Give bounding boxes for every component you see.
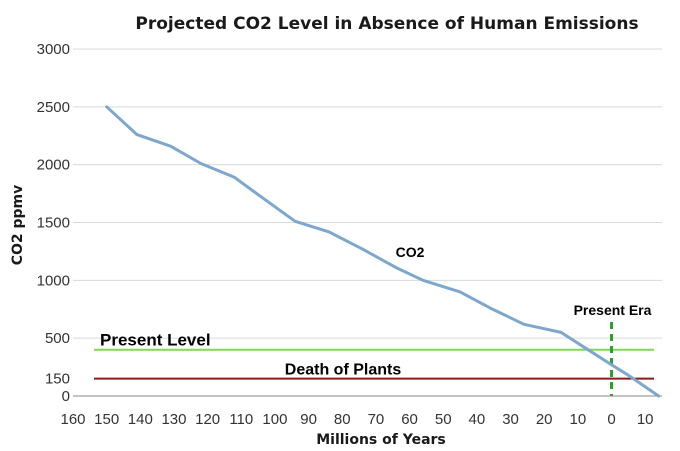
x-tick-label: 70 [368, 411, 385, 428]
x-tick-label: 20 [536, 411, 553, 428]
x-tick-label: 10 [570, 411, 587, 428]
x-tick-label: 90 [300, 411, 317, 428]
x-axis-ticks: 160 150 140 130 120 110 100 90 80 70 60 50 40 30 20 10 0… [60, 411, 653, 428]
x-tick-label: 80 [334, 411, 351, 428]
co2-series-label: CO2 [396, 244, 425, 260]
chart-title: Projected CO2 Level in Absence of Human … [135, 14, 638, 34]
x-axis-label: Millions of Years [316, 432, 446, 448]
x-tick-label: 50 [435, 411, 452, 428]
x-tick-label: 60 [401, 411, 418, 428]
y-tick-label: 150 [45, 371, 70, 388]
y-tick-label: 2500 [37, 99, 70, 116]
x-tick-label: 140 [128, 411, 153, 428]
x-tick-label: 0 [607, 411, 615, 428]
x-tick-label: 10 [637, 411, 654, 428]
x-tick-label: 150 [94, 411, 119, 428]
x-tick-label: 130 [161, 411, 186, 428]
x-tick-label: 160 [60, 411, 85, 428]
present-era-label: Present Era [574, 302, 652, 318]
y-axis-label: CO2 ppmv [10, 185, 26, 266]
x-tick-label: 110 [229, 411, 253, 428]
y-tick-label: 3000 [37, 41, 70, 58]
y-tick-label: 1500 [37, 215, 70, 232]
y-axis-ticks: 3000 2500 2000 1500 1000 500 1500 [37, 41, 70, 405]
present-level-label: Present Level [100, 331, 211, 350]
x-tick-label: 100 [262, 411, 287, 428]
x-tick-label: 40 [469, 411, 486, 428]
series-layer: CO2 [105, 105, 661, 398]
y-tick-label: 2000 [37, 157, 70, 174]
x-tick-label: 30 [502, 411, 519, 428]
x-tick-label: 120 [195, 411, 220, 428]
y-tick-label: 1000 [37, 272, 70, 289]
reference-lines: Present Level Death of Plants Present Era [94, 302, 654, 396]
y-tick-label: 0 [62, 388, 70, 405]
y-tick-label: 500 [45, 330, 70, 347]
death-of-plants-label: Death of Plants [285, 362, 402, 379]
gridlines [73, 48, 662, 397]
co2-series-line [105, 105, 661, 398]
